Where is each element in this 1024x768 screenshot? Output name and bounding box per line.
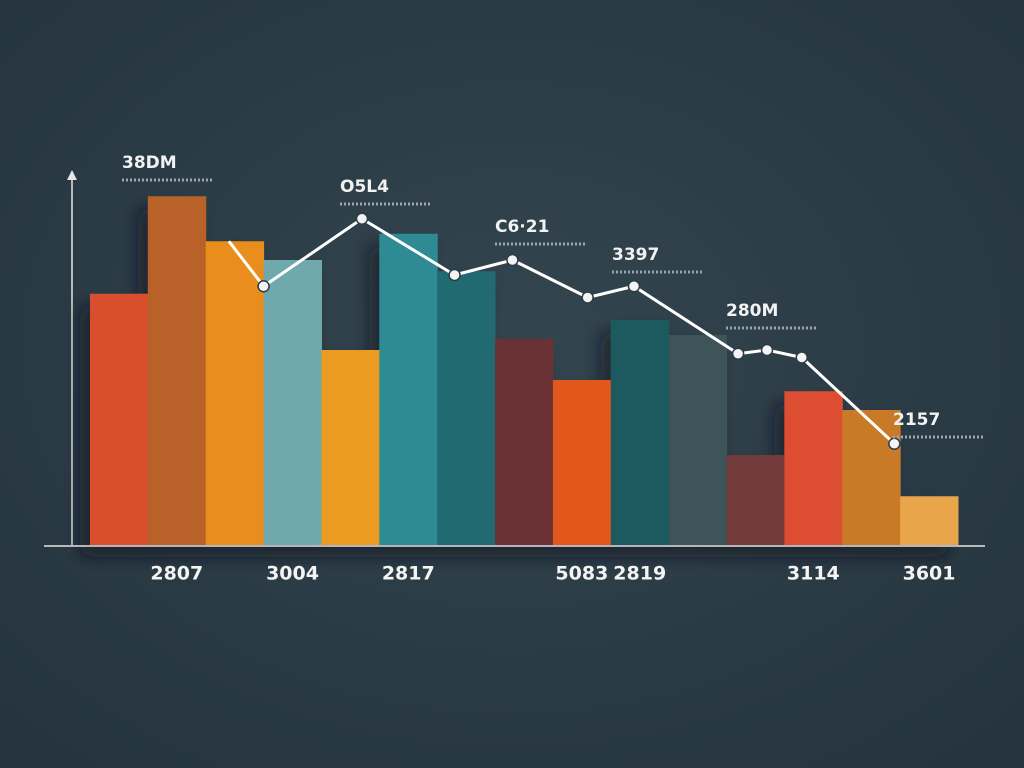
annotation: C6·21 (495, 217, 549, 237)
bar (552, 380, 612, 545)
bar (263, 260, 322, 545)
trend-point (731, 347, 745, 360)
trend-point (760, 343, 774, 357)
bar (437, 271, 496, 545)
annotation: 3397 (612, 245, 659, 265)
trend-point (627, 280, 641, 293)
trend-point (888, 437, 901, 450)
trend-point (448, 268, 461, 282)
annotation: 280M (726, 301, 778, 321)
x-tick-label: 2807 (150, 563, 203, 585)
bars (90, 196, 959, 545)
bar (379, 233, 438, 545)
x-tick-label: 3114 (787, 563, 840, 585)
bar (321, 350, 380, 545)
x-tick-label: 2817 (382, 563, 435, 585)
x-tick-label: 2819 (613, 563, 666, 585)
bar (610, 320, 670, 545)
trend-point (506, 253, 519, 267)
x-tick-label: 3004 (266, 563, 319, 585)
trend-point (355, 212, 369, 225)
bar (842, 410, 901, 545)
x-tick-label: 3601 (903, 563, 956, 585)
bar (205, 241, 265, 545)
bar (495, 338, 554, 545)
bar (668, 335, 728, 545)
annotation: 38DM (122, 153, 177, 173)
trend-point (795, 351, 809, 364)
annotation: 2157 (893, 410, 940, 430)
bar (726, 455, 785, 545)
bar (784, 391, 843, 545)
overlay: 2807 3004 2817 5083 2819 3114 3601 38DM O5L4 C6·2… (122, 153, 983, 585)
x-tick-label: 5083 (555, 563, 608, 585)
trend-point (581, 291, 594, 304)
annotation: O5L4 (340, 177, 389, 197)
y-axis-arrow (67, 170, 77, 180)
trend-point (257, 280, 270, 293)
bar (900, 496, 959, 545)
bar (147, 196, 207, 545)
bar (90, 293, 149, 545)
